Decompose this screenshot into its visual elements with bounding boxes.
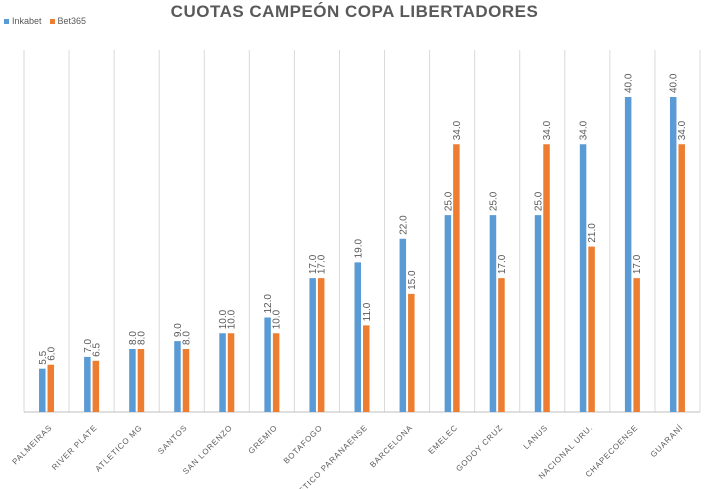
data-label: 5.5 bbox=[38, 350, 49, 364]
data-label: 12.0 bbox=[263, 294, 274, 314]
category-label: GODOY CRUZ bbox=[454, 423, 504, 473]
bar-inkabet-11 bbox=[534, 215, 542, 412]
data-label: 34.0 bbox=[677, 120, 688, 140]
bar-bet365-3 bbox=[182, 349, 190, 412]
data-label: 10.0 bbox=[272, 309, 283, 329]
bar-inkabet-13 bbox=[624, 97, 632, 412]
data-label: 34.0 bbox=[542, 120, 553, 140]
data-label: 34.0 bbox=[452, 120, 463, 140]
data-label: 7.0 bbox=[83, 339, 94, 353]
bar-bet365-0 bbox=[47, 364, 55, 412]
data-label: 25.0 bbox=[443, 191, 454, 211]
data-label: 10.0 bbox=[218, 309, 229, 329]
bar-inkabet-3 bbox=[174, 341, 181, 412]
bar-inkabet-7 bbox=[354, 262, 361, 412]
data-label: 17.0 bbox=[632, 254, 643, 274]
legend: Inkabet Bet365 bbox=[4, 16, 86, 26]
bar-bet365-2 bbox=[137, 349, 145, 412]
bar-inkabet-10 bbox=[489, 215, 497, 412]
category-label: SANTOS bbox=[156, 423, 189, 456]
bar-bet365-5 bbox=[272, 333, 280, 412]
data-label: 6.0 bbox=[46, 346, 57, 360]
bar-inkabet-8 bbox=[399, 238, 407, 412]
bar-bet365-14 bbox=[678, 144, 685, 412]
data-label: 8.0 bbox=[181, 331, 192, 345]
bar-inkabet-14 bbox=[669, 97, 677, 412]
bar-bet365-1 bbox=[92, 360, 100, 412]
data-label: 11.0 bbox=[362, 302, 373, 321]
category-label: SAN LORENZO bbox=[181, 423, 234, 476]
data-label: 25.0 bbox=[488, 191, 499, 211]
data-label: 10.0 bbox=[227, 309, 238, 329]
bar-inkabet-1 bbox=[84, 356, 91, 412]
data-label: 22.0 bbox=[398, 215, 409, 235]
legend-swatch-inkabet bbox=[4, 18, 9, 24]
bar-bet365-13 bbox=[633, 278, 640, 412]
category-label: ATLETICO MG bbox=[94, 423, 145, 474]
data-label: 40.0 bbox=[624, 73, 635, 93]
bar-inkabet-6 bbox=[309, 278, 316, 412]
bar-bet365-6 bbox=[317, 278, 325, 412]
bar-inkabet-0 bbox=[39, 368, 46, 412]
data-label: 6.5 bbox=[91, 342, 102, 356]
data-label: 40.0 bbox=[669, 73, 680, 93]
bar-inkabet-2 bbox=[129, 349, 136, 412]
data-label: 21.0 bbox=[587, 223, 598, 243]
bar-inkabet-9 bbox=[444, 215, 452, 412]
legend-swatch-bet365 bbox=[49, 18, 55, 24]
bar-bet365-12 bbox=[588, 246, 595, 412]
legend-item-inkabet: Inkabet bbox=[4, 16, 42, 26]
bar-bet365-9 bbox=[453, 144, 460, 412]
bar-bet365-10 bbox=[498, 278, 505, 412]
data-label: 25.0 bbox=[534, 191, 545, 211]
data-label: 34.0 bbox=[579, 120, 590, 140]
data-label: 17.0 bbox=[497, 254, 508, 274]
category-label: BARCELONA bbox=[368, 423, 414, 469]
category-label: GUARANÍ bbox=[649, 423, 685, 459]
bar-inkabet-4 bbox=[219, 333, 226, 412]
category-label: GREMIO bbox=[247, 423, 280, 456]
data-label: 9.0 bbox=[173, 323, 184, 337]
bar-bet365-8 bbox=[408, 293, 415, 412]
legend-label-inkabet: Inkabet bbox=[12, 16, 42, 26]
category-label: ATLETICO PARANAENSE bbox=[285, 423, 369, 489]
data-label: 19.0 bbox=[353, 238, 364, 258]
legend-item-bet365: Bet365 bbox=[49, 16, 87, 26]
bar-bet365-4 bbox=[227, 333, 235, 412]
chart-title: CUOTAS CAMPEÓN COPA LIBERTADORES bbox=[170, 2, 539, 21]
category-label: BOTAFOGO bbox=[282, 423, 325, 466]
category-label: EMELEC bbox=[427, 423, 460, 456]
bar-inkabet-12 bbox=[579, 144, 587, 412]
data-label: 8.0 bbox=[136, 331, 147, 345]
category-label: LANUS bbox=[522, 423, 550, 451]
data-label: 15.0 bbox=[407, 270, 418, 290]
bar-inkabet-5 bbox=[264, 317, 271, 412]
bar-bet365-7 bbox=[363, 325, 370, 412]
data-label: 17.0 bbox=[317, 254, 328, 274]
bar-bet365-11 bbox=[543, 144, 550, 412]
category-label: RIVER PLATE bbox=[50, 423, 99, 472]
legend-label-bet365: Bet365 bbox=[57, 16, 87, 26]
data-label: 8.0 bbox=[128, 331, 139, 345]
category-label: PALMEIRAS bbox=[11, 423, 54, 466]
data-label: 17.0 bbox=[308, 254, 319, 274]
